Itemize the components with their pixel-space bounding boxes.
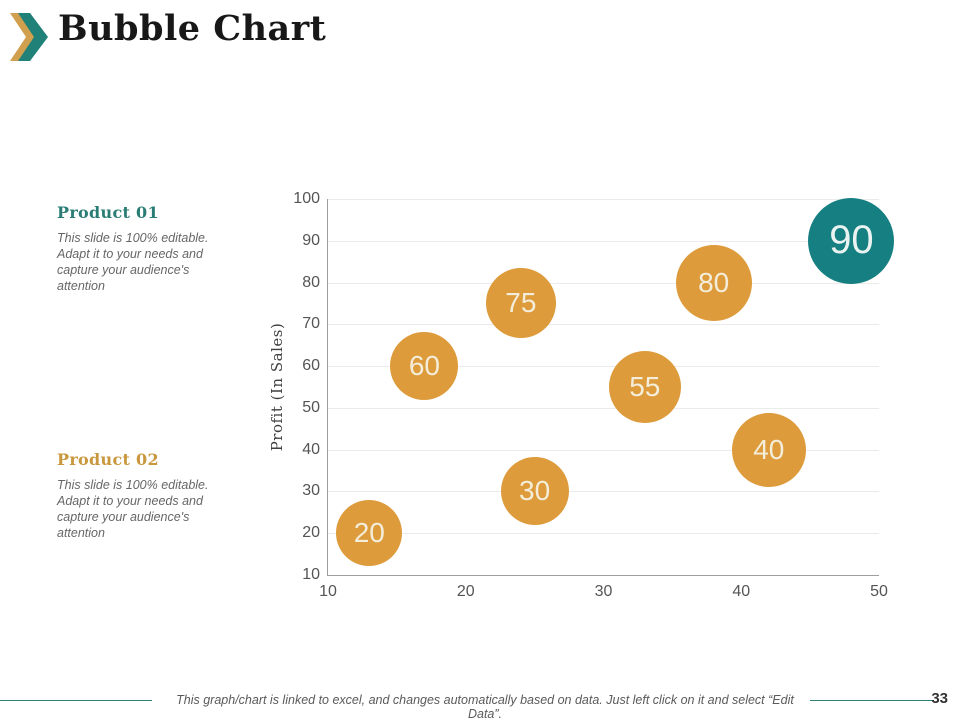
bubble: 75 bbox=[485, 268, 556, 339]
bubble: 30 bbox=[500, 457, 569, 526]
y-tick-label: 10 bbox=[302, 566, 320, 583]
footer-rule-right bbox=[810, 700, 934, 701]
x-tick-label: 20 bbox=[456, 583, 475, 600]
bubble: 80 bbox=[675, 244, 752, 321]
product-01-block: Product 01 This slide is 100% editable. … bbox=[57, 203, 227, 294]
bubble-label: 55 bbox=[629, 371, 661, 402]
y-tick-label: 90 bbox=[302, 231, 320, 249]
gridline bbox=[328, 407, 879, 409]
bubble: 55 bbox=[608, 351, 681, 423]
bubble: 60 bbox=[390, 332, 459, 401]
footer-rule-left bbox=[0, 700, 152, 701]
product-02-block: Product 02 This slide is 100% editable. … bbox=[57, 450, 227, 541]
product-01-description: This slide is 100% editable. Adapt it to… bbox=[57, 231, 209, 293]
page-title: Bubble Chart bbox=[58, 8, 327, 49]
product-02-heading: Product 02 bbox=[57, 450, 159, 469]
y-tick-label: 20 bbox=[302, 524, 320, 542]
bubble: 40 bbox=[731, 412, 806, 487]
title-row: Bubble Chart bbox=[10, 8, 327, 62]
bubble-label: 75 bbox=[505, 287, 537, 319]
product-01-heading: Product 01 bbox=[57, 203, 159, 222]
bubble-label: 60 bbox=[408, 350, 440, 382]
bubble-label: 80 bbox=[698, 266, 730, 298]
y-tick-label: 40 bbox=[302, 440, 320, 458]
y-tick-label: 100 bbox=[293, 190, 320, 207]
bubble: 90 bbox=[808, 197, 895, 284]
product-02-description: This slide is 100% editable. Adapt it to… bbox=[57, 478, 209, 540]
bubble: 20 bbox=[336, 500, 403, 567]
gridline bbox=[328, 491, 879, 493]
gridline bbox=[328, 366, 879, 368]
gridline bbox=[328, 324, 879, 326]
gridline bbox=[328, 240, 879, 242]
bubble-label: 20 bbox=[353, 517, 385, 549]
x-tick-label: 30 bbox=[594, 583, 613, 600]
x-tick-label: 40 bbox=[732, 583, 751, 600]
footer-note: This graph/chart is linked to excel, and… bbox=[176, 693, 794, 720]
chevron-icon bbox=[10, 13, 48, 61]
y-axis-title: Profit (In Sales) bbox=[268, 322, 286, 452]
bubble-label: 30 bbox=[519, 475, 551, 507]
y-tick-label: 30 bbox=[302, 482, 320, 500]
x-tick-label: 50 bbox=[870, 583, 888, 600]
bubble-chart-plot-area: 10 20 30 40 50 60 70 80 90 100 10 20 30 40 50 20 30 60 75 5… bbox=[293, 191, 895, 600]
bubble-label: 90 bbox=[829, 218, 874, 263]
bubble-label: 40 bbox=[753, 433, 785, 465]
gridline bbox=[328, 533, 879, 535]
gridline bbox=[328, 199, 879, 200]
gridline bbox=[328, 449, 879, 451]
y-tick-label: 60 bbox=[302, 357, 320, 375]
y-tick-label: 70 bbox=[302, 315, 320, 333]
page-number: 33 bbox=[931, 690, 948, 707]
y-tick-label: 50 bbox=[302, 398, 320, 416]
x-tick-label: 10 bbox=[319, 583, 337, 600]
y-tick-label: 80 bbox=[302, 273, 320, 291]
gridline bbox=[328, 282, 879, 284]
